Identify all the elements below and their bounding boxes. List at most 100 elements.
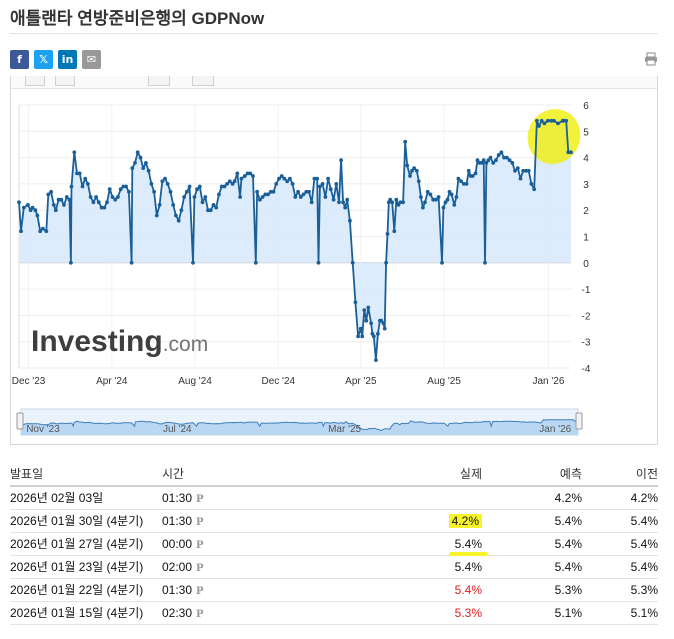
data-point: [425, 189, 430, 194]
data-point: [384, 260, 388, 265]
data-point: [227, 179, 232, 184]
data-point: [447, 189, 452, 194]
printer-icon[interactable]: [644, 52, 658, 66]
forecast-value: 5.3%: [482, 578, 582, 602]
table-row: 2026년 01월 27일 (4분기) 00:00 P 5.4% 5.4% 5.4%: [10, 532, 658, 556]
x-tick-label: Apr '25: [345, 376, 377, 387]
data-point: [348, 218, 352, 223]
data-point: [535, 118, 539, 123]
data-point: [214, 205, 219, 210]
data-point: [152, 189, 157, 194]
navigator-right-handle[interactable]: [575, 412, 583, 430]
release-time: 02:30: [162, 605, 193, 620]
data-point: [364, 318, 369, 323]
data-point: [494, 158, 498, 163]
data-point: [473, 171, 478, 176]
data-point: [163, 176, 167, 181]
data-point: [529, 182, 534, 186]
data-point: [526, 168, 531, 173]
preliminary-icon: P: [196, 608, 204, 620]
data-point: [67, 197, 72, 202]
y-tick-label: 5: [583, 127, 589, 138]
y-tick-label: 1: [583, 233, 589, 244]
data-point: [174, 213, 178, 218]
email-share-button[interactable]: ✉: [82, 50, 101, 69]
table-row: 2026년 01월 30일 (4분기) 01:30 P 4.2% 5.4% 5.4%: [10, 509, 658, 533]
data-point: [51, 203, 56, 207]
release-time-cell: 01:30 P: [162, 486, 332, 510]
navigator-tick-label: Mar '25: [328, 424, 361, 435]
linkedin-share-button[interactable]: in: [58, 50, 77, 69]
data-point: [513, 168, 517, 173]
facebook-share-button[interactable]: f: [10, 50, 29, 69]
data-point: [118, 187, 123, 192]
data-point: [56, 197, 61, 202]
release-time-cell: 01:30 P: [162, 509, 332, 533]
toolbar-button[interactable]: [148, 76, 170, 86]
release-time-cell: 02:00 P: [162, 555, 332, 579]
forecast-value: 5.1%: [482, 601, 582, 625]
data-point: [320, 182, 325, 186]
table-row: 2026년 01월 23일 (4분기) 02:00 P 5.4% 5.4% 5.4%: [10, 555, 658, 579]
data-point: [479, 161, 484, 165]
data-point: [462, 182, 466, 186]
navigator-left-handle[interactable]: [16, 412, 24, 430]
release-date: 2026년 01월 30일 (4분기): [10, 509, 162, 533]
data-point: [341, 200, 345, 205]
toolbar-button[interactable]: [55, 76, 75, 86]
data-point: [160, 179, 165, 184]
data-point: [486, 158, 491, 163]
data-point: [248, 171, 253, 176]
toolbar-button[interactable]: [192, 76, 214, 86]
release-time: 02:00: [162, 559, 193, 574]
data-point: [46, 192, 51, 197]
data-point: [539, 118, 544, 123]
y-tick-label: -1: [582, 285, 591, 296]
release-table: 발표일 시간 실제 예측 이전 2026년 02월 03일 01:30 P 4.2% 4…: [10, 462, 658, 625]
x-share-button[interactable]: 𝕏: [34, 50, 53, 69]
release-time: 00:00: [162, 536, 193, 551]
data-point: [21, 205, 26, 210]
data-point: [339, 158, 343, 163]
data-point: [225, 182, 230, 186]
data-point: [271, 189, 276, 194]
previous-value: 5.4%: [582, 509, 658, 533]
data-point: [343, 205, 348, 210]
data-point: [296, 189, 300, 194]
data-point: [371, 334, 376, 339]
data-point: [75, 171, 79, 176]
data-point: [44, 229, 49, 234]
previous-value: 5.4%: [582, 532, 658, 556]
data-point: [41, 226, 45, 231]
data-point: [182, 195, 187, 199]
data-point: [499, 150, 504, 155]
data-point: [124, 184, 128, 189]
data-point: [219, 184, 224, 189]
data-point: [80, 184, 85, 189]
data-point: [318, 184, 322, 189]
data-point: [312, 176, 317, 181]
data-point: [157, 203, 162, 207]
y-axis-labels: 6 5 4 3 2 1 0 -1 -2 -3 -4: [582, 101, 591, 375]
data-point: [105, 200, 109, 205]
table-row: 2026년 02월 03일 01:30 P 4.2% 4.2%: [10, 486, 658, 510]
data-point: [412, 166, 416, 170]
data-point: [428, 192, 433, 197]
release-time-cell: 01:30 P: [162, 578, 332, 602]
actual-cell: [332, 486, 482, 510]
data-point: [293, 195, 298, 199]
data-point: [282, 176, 287, 181]
forecast-value: 5.4%: [482, 555, 582, 579]
chart-navigator[interactable]: Nov '23 Jul '24 Mar '25 Jan '26: [16, 408, 583, 436]
data-point: [545, 118, 550, 123]
data-point: [165, 182, 170, 186]
data-point: [149, 182, 154, 186]
toolbar-button[interactable]: [25, 76, 45, 86]
data-point: [481, 158, 486, 163]
highlight-marker: [527, 109, 581, 165]
data-point: [374, 358, 378, 362]
data-point: [408, 174, 412, 178]
data-point: [440, 260, 444, 265]
data-point: [64, 195, 69, 199]
forecast-value: 5.4%: [482, 509, 582, 533]
